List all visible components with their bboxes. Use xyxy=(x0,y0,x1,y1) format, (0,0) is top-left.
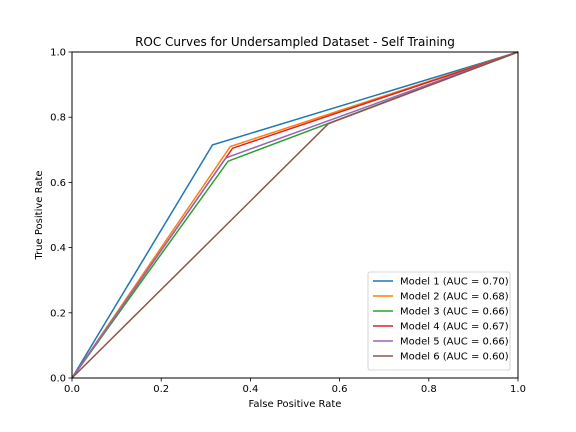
y-tick-label: 1.0 xyxy=(50,48,66,59)
series-line-model-5 xyxy=(71,51,519,379)
y-axis-ticks: 0.0 0.2 0.4 0.6 0.8 1.0 xyxy=(50,48,72,385)
x-axis-ticks: 0.0 0.2 0.4 0.6 0.8 1.0 xyxy=(64,378,526,395)
x-tick-label: 0.8 xyxy=(421,384,437,395)
series-line-model-2 xyxy=(71,51,519,379)
y-tick-label: 0.2 xyxy=(50,308,66,319)
series-line-model-1 xyxy=(71,51,519,379)
legend: Model 1 (AUC = 0.70) Model 2 (AUC = 0.68)… xyxy=(367,271,511,371)
legend-label-model-6: Model 6 (AUC = 0.60) xyxy=(400,352,509,363)
legend-label-model-1: Model 1 (AUC = 0.70) xyxy=(400,277,509,288)
legend-label-model-4: Model 4 (AUC = 0.67) xyxy=(400,322,509,333)
y-tick-label: 0.8 xyxy=(50,113,66,124)
chart-title: ROC Curves for Undersampled Dataset - Se… xyxy=(135,35,455,49)
x-tick-label: 0.0 xyxy=(64,384,80,395)
y-tick-label: 0.0 xyxy=(50,374,66,385)
y-axis-label: True Positive Rate xyxy=(34,170,45,260)
x-tick-label: 1.0 xyxy=(510,384,526,395)
legend-label-model-5: Model 5 (AUC = 0.66) xyxy=(400,337,509,348)
x-axis-label: False Positive Rate xyxy=(249,399,342,410)
x-tick-label: 0.2 xyxy=(153,384,169,395)
legend-label-model-2: Model 2 (AUC = 0.68) xyxy=(400,292,509,303)
plot-frame xyxy=(71,51,519,379)
series-line-model-6 xyxy=(71,51,519,379)
x-tick-label: 0.4 xyxy=(242,384,258,395)
legend-label-model-3: Model 3 (AUC = 0.66) xyxy=(400,307,509,318)
y-tick-label: 0.4 xyxy=(50,243,66,254)
legend-box xyxy=(367,271,511,371)
plot-lines xyxy=(71,51,519,379)
y-tick-label: 0.6 xyxy=(50,178,66,189)
x-tick-label: 0.6 xyxy=(332,384,348,395)
